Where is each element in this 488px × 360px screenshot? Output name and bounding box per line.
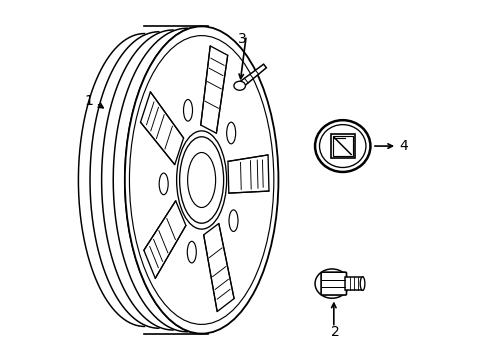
- Ellipse shape: [179, 137, 223, 223]
- Ellipse shape: [314, 269, 348, 298]
- Ellipse shape: [124, 26, 278, 334]
- Ellipse shape: [233, 81, 245, 90]
- Text: 1: 1: [84, 94, 93, 108]
- Text: 3: 3: [238, 32, 246, 46]
- Ellipse shape: [187, 153, 215, 207]
- Text: 4: 4: [398, 139, 407, 153]
- Polygon shape: [143, 201, 185, 278]
- Polygon shape: [236, 64, 266, 89]
- Polygon shape: [203, 224, 234, 311]
- Ellipse shape: [314, 120, 370, 172]
- FancyBboxPatch shape: [321, 272, 346, 295]
- Bar: [330, 134, 354, 158]
- Ellipse shape: [183, 99, 192, 121]
- Ellipse shape: [360, 277, 364, 291]
- Polygon shape: [227, 155, 268, 193]
- Polygon shape: [201, 46, 227, 133]
- Bar: [345, 277, 362, 291]
- Ellipse shape: [176, 131, 226, 229]
- Ellipse shape: [226, 122, 235, 144]
- Ellipse shape: [185, 149, 217, 211]
- Bar: [332, 136, 352, 156]
- Ellipse shape: [228, 210, 238, 231]
- Text: 2: 2: [330, 325, 339, 339]
- Ellipse shape: [187, 241, 196, 263]
- Ellipse shape: [159, 173, 168, 195]
- Polygon shape: [140, 92, 183, 165]
- Ellipse shape: [319, 125, 365, 167]
